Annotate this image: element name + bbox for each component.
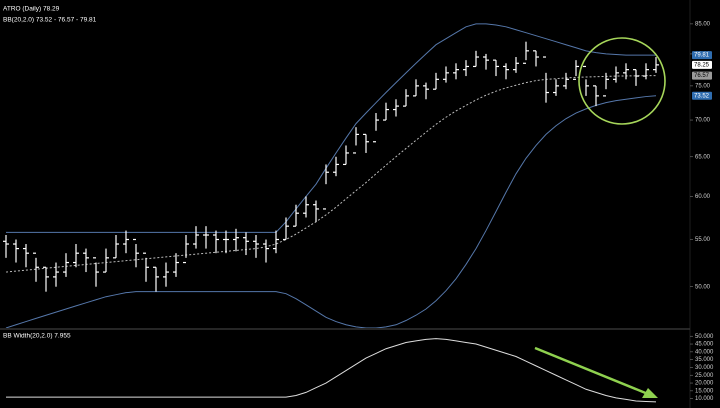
y-tick-label: 85.00	[695, 21, 711, 27]
plot-area	[3, 23, 659, 403]
y-tick-label: 35.000	[695, 357, 714, 363]
y-tick-label: 30.000	[695, 365, 714, 371]
y-tick-label: 25.000	[695, 373, 714, 379]
y-tick-label: 70.00	[695, 118, 711, 124]
line	[6, 338, 657, 403]
y-tick-label: 75.00	[695, 83, 711, 89]
subtitle: BB(20,2.0) 73.52 - 76.57 - 79.81	[3, 17, 97, 24]
y-tick-label: 40.000	[695, 349, 714, 355]
annotation-arrow	[534, 346, 649, 396]
indicator-title: BB Width(20,2.0) 7.955	[3, 333, 71, 340]
line	[6, 23, 657, 233]
price-callout-label: 73.52	[694, 93, 710, 99]
y-tick-label: 55.00	[695, 237, 711, 243]
panel	[6, 338, 657, 403]
price-callout	[692, 51, 712, 60]
price-callout	[692, 71, 712, 80]
price-callout-label: 79.81	[694, 53, 710, 59]
price-callout	[692, 91, 712, 100]
y-tick-label: 20.000	[695, 381, 714, 387]
price-callout-label: 76.57	[694, 73, 710, 79]
panel	[3, 23, 659, 328]
y-tick-label: 15.000	[695, 388, 714, 394]
y-tick-label: 10.000	[695, 396, 714, 402]
y-tick-label: 50.00	[695, 284, 711, 290]
chart-title: ATRO (Daily) 78.29	[3, 6, 60, 13]
price-callout	[692, 60, 712, 69]
y-tick-label: 45.000	[695, 342, 714, 348]
y-tick-label: 65.00	[695, 154, 711, 160]
arrow-head	[642, 388, 658, 398]
y-tick-label: 60.00	[695, 194, 711, 200]
line	[5, 75, 657, 273]
y-tick-label: 50.000	[695, 334, 714, 340]
price-callout-label: 78.25	[694, 62, 710, 68]
line	[5, 95, 657, 328]
highlight-circle	[578, 37, 666, 125]
